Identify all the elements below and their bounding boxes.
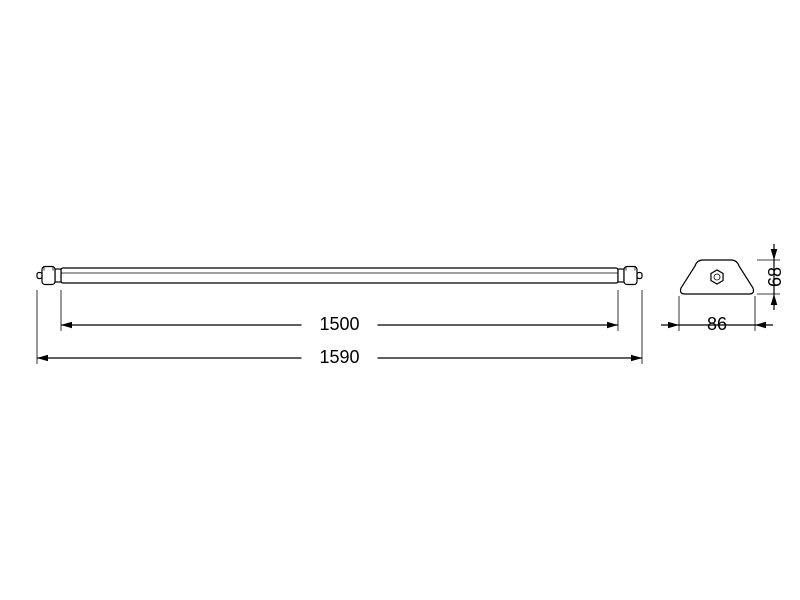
dim-label: 68 [765, 267, 785, 287]
dim-label: 1590 [319, 347, 359, 367]
dimension-drawing: 1500 1590 86 68 [0, 0, 800, 600]
dim-label: 86 [707, 314, 727, 334]
fixture-end-profile [681, 260, 754, 294]
fixture-side-view [37, 267, 642, 285]
dim-label: 1500 [319, 314, 359, 334]
